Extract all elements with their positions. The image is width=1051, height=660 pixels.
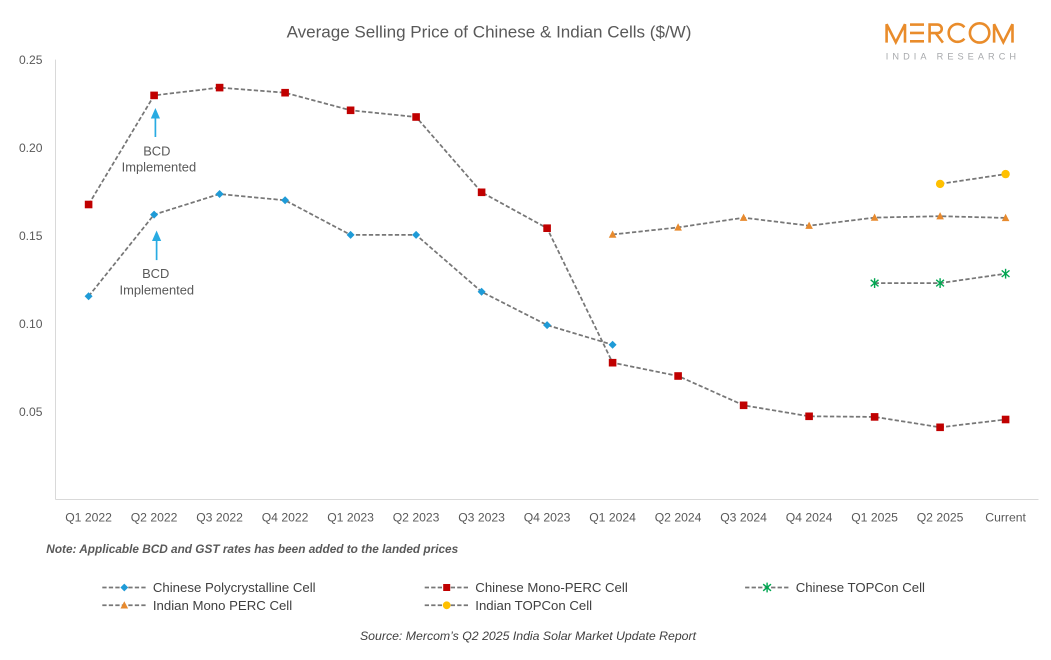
- svg-text:Q2 2023: Q2 2023: [393, 511, 440, 525]
- svg-text:Indian TOPCon Cell: Indian TOPCon Cell: [475, 598, 592, 613]
- svg-text:Chinese TOPCon Cell: Chinese TOPCon Cell: [796, 580, 925, 595]
- svg-text:Q3 2022: Q3 2022: [196, 511, 243, 525]
- svg-text:Q2 2025: Q2 2025: [917, 511, 964, 525]
- svg-text:Average Selling Price of Chine: Average Selling Price of Chinese & India…: [287, 22, 692, 41]
- svg-text:Implemented: Implemented: [120, 283, 195, 298]
- svg-text:INDIA RESEARCH: INDIA RESEARCH: [886, 51, 1020, 61]
- svg-text:Indian Mono PERC Cell: Indian Mono PERC Cell: [153, 598, 292, 613]
- svg-text:Q3 2024: Q3 2024: [720, 511, 767, 525]
- svg-text:Source: Mercom’s Q2 2025 India: Source: Mercom’s Q2 2025 India Solar Mar…: [360, 629, 697, 643]
- svg-text:Q3 2023: Q3 2023: [458, 511, 505, 525]
- svg-text:Q4 2024: Q4 2024: [786, 511, 833, 525]
- svg-text:Implemented: Implemented: [122, 160, 197, 175]
- svg-text:Q2 2024: Q2 2024: [655, 511, 702, 525]
- svg-text:0.05: 0.05: [19, 405, 43, 419]
- svg-text:Chinese Polycrystalline Cell: Chinese Polycrystalline Cell: [153, 580, 316, 595]
- svg-text:BCD: BCD: [143, 143, 170, 158]
- svg-text:Chinese Mono-PERC Cell: Chinese Mono-PERC Cell: [475, 580, 628, 595]
- svg-text:Q1 2022: Q1 2022: [65, 511, 112, 525]
- svg-text:0.25: 0.25: [19, 53, 43, 67]
- svg-text:Current: Current: [985, 511, 1026, 525]
- svg-text:Q2 2022: Q2 2022: [131, 511, 178, 525]
- svg-text:Q4 2022: Q4 2022: [262, 511, 309, 525]
- svg-text:Q1 2025: Q1 2025: [851, 511, 898, 525]
- svg-text:0.10: 0.10: [19, 317, 43, 331]
- svg-text:Q4 2023: Q4 2023: [524, 511, 571, 525]
- svg-text:0.20: 0.20: [19, 141, 43, 155]
- svg-text:BCD: BCD: [142, 266, 169, 281]
- svg-text:Q1 2023: Q1 2023: [327, 511, 374, 525]
- svg-text:Q1 2024: Q1 2024: [589, 511, 636, 525]
- svg-text:0.15: 0.15: [19, 229, 43, 243]
- svg-text:Note: Applicable BCD and GST r: Note: Applicable BCD and GST rates has b…: [46, 542, 458, 556]
